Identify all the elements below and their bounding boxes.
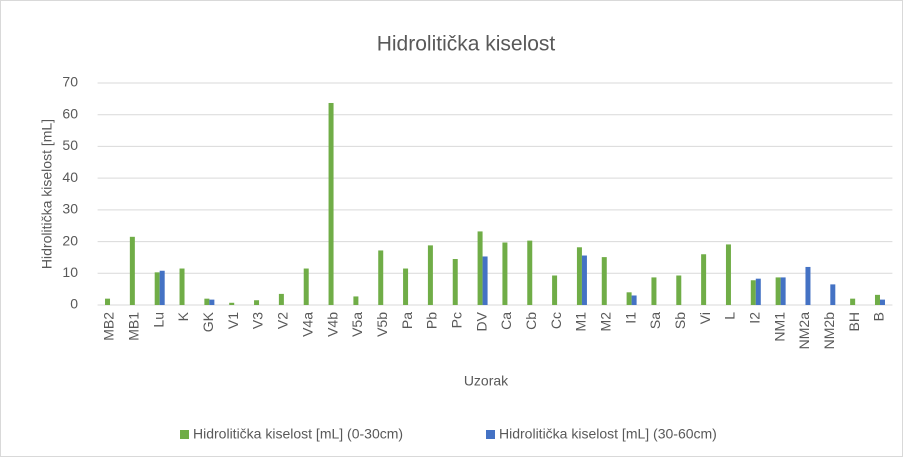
bar (701, 254, 707, 305)
x-tick-label: MB1 (126, 312, 142, 341)
bar (477, 231, 483, 305)
x-tick-label: BH (846, 312, 862, 331)
x-tick-label: V3 (250, 312, 266, 329)
x-tick-label: V5b (374, 312, 390, 337)
legend-label: Hidrolitička kiselost [mL] (0-30cm) (193, 426, 403, 442)
x-tick-label: Vi (697, 312, 713, 324)
bar (780, 277, 786, 305)
x-tick-label: Sb (672, 312, 688, 329)
bar (552, 275, 558, 305)
x-tick-label: NM2a (796, 312, 812, 350)
x-tick-label: Pb (424, 312, 440, 329)
bar (278, 293, 284, 305)
y-tick-label: 0 (70, 296, 78, 312)
y-tick-label: 30 (62, 201, 78, 217)
bar (129, 236, 135, 305)
x-axis-label: Uzorak (464, 373, 509, 389)
x-tick-label: V5a (349, 312, 365, 337)
bar (725, 244, 731, 305)
bar (378, 250, 384, 305)
y-tick-label: 70 (62, 74, 78, 90)
y-tick-label: 10 (62, 264, 78, 280)
bar (755, 278, 761, 305)
y-tick-label: 50 (62, 137, 78, 153)
bar (601, 257, 607, 305)
y-axis-label: Hidrolitička kiselost [mL] (39, 119, 55, 269)
bar (353, 296, 359, 305)
x-tick-label: MB2 (101, 312, 117, 341)
bar (676, 275, 682, 305)
y-tick-label: 40 (62, 169, 78, 185)
x-tick-label: V2 (275, 312, 291, 329)
bar (229, 302, 235, 305)
bar (179, 268, 185, 305)
bar (452, 259, 458, 305)
bar (830, 284, 836, 305)
x-tick-label: L (722, 312, 738, 320)
x-tick-label: NM2b (821, 312, 837, 350)
x-tick-label: GK (200, 311, 216, 332)
bar (159, 270, 165, 305)
bar (576, 247, 582, 305)
legend-marker (486, 430, 495, 439)
x-tick-label: K (175, 311, 191, 321)
x-tick-label: I2 (746, 312, 762, 324)
bar (775, 277, 781, 305)
x-tick-label: M2 (597, 312, 613, 332)
x-tick-label: Pa (399, 312, 415, 329)
x-tick-label: DV (473, 311, 489, 331)
y-tick-label: 20 (62, 232, 78, 248)
bar (303, 268, 309, 305)
bar (105, 298, 111, 305)
bar (154, 272, 160, 305)
bar (204, 298, 210, 305)
chart-title: Hidrolitička kiselost (377, 33, 556, 56)
legend-label: Hidrolitička kiselost [mL] (30-60cm) (499, 426, 717, 442)
bar (879, 299, 885, 305)
x-tick-label: Ca (498, 312, 514, 330)
bar (581, 255, 587, 305)
bar (631, 295, 637, 305)
x-tick-label: M1 (573, 312, 589, 332)
x-tick-label: V4a (299, 312, 315, 337)
legend-marker (180, 430, 189, 439)
bar (209, 299, 215, 305)
x-tick-label: I1 (622, 312, 638, 324)
x-tick-label: NM1 (771, 312, 787, 342)
bar (403, 268, 409, 305)
bar (850, 298, 856, 305)
bar (874, 294, 880, 305)
bar (502, 242, 508, 305)
bar (651, 277, 657, 305)
bar (527, 240, 533, 305)
y-tick-label: 60 (62, 105, 78, 121)
bar (328, 102, 334, 305)
x-tick-label: Pc (448, 312, 464, 328)
bar (626, 292, 632, 305)
x-tick-label: B (871, 312, 887, 321)
x-tick-label: Cb (523, 312, 539, 330)
bar (805, 266, 811, 305)
x-tick-label: Cc (548, 312, 564, 329)
bar (427, 245, 433, 305)
x-tick-label: V1 (225, 312, 241, 329)
x-tick-label: Sa (647, 312, 663, 329)
bar (750, 280, 756, 305)
x-tick-label: Lu (150, 312, 166, 328)
bar (482, 256, 488, 305)
bar (254, 300, 260, 305)
x-tick-label: V4b (324, 312, 340, 337)
